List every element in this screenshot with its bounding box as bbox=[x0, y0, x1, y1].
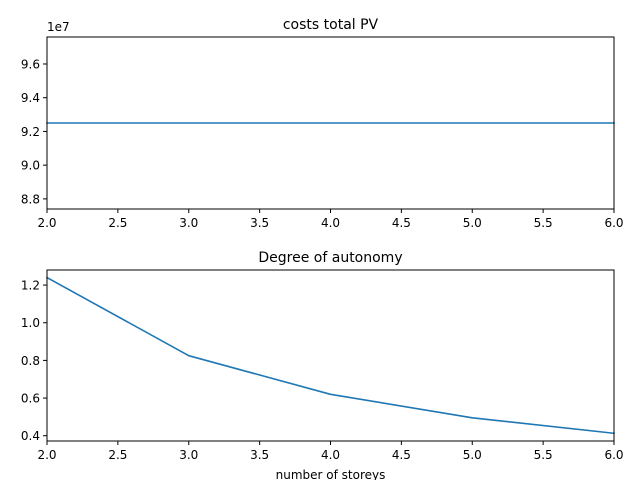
y-offset-label: 1e7 bbox=[47, 20, 70, 34]
y-tick-label: 9.4 bbox=[21, 91, 40, 105]
y-tick-label: 9.0 bbox=[21, 159, 40, 173]
y-tick-label: 0.4 bbox=[21, 429, 40, 443]
x-tick-label: 6.0 bbox=[604, 216, 623, 230]
plot-frame bbox=[46, 269, 615, 442]
subplot-title: costs total PV bbox=[283, 17, 379, 33]
x-tick-label: 2.5 bbox=[108, 216, 127, 230]
x-tick-label: 4.0 bbox=[321, 448, 340, 462]
series-line bbox=[45, 276, 615, 435]
subplot-degree-of-autonomy: Degree of autonomy 2.0 2.5 3.0 3.5 4.0 4.5 5.0… bbox=[21, 250, 624, 480]
x-axis-label: number of storeys bbox=[276, 468, 386, 480]
plot-frame bbox=[46, 36, 615, 210]
x-tick-label: 4.0 bbox=[321, 216, 340, 230]
x-tick-label: 5.5 bbox=[534, 216, 553, 230]
x-tick-label: 3.0 bbox=[179, 448, 198, 462]
x-tick-label: 2.5 bbox=[108, 448, 127, 462]
subplot-costs-total-pv: costs total PV 1e7 2.0 2.5 3.0 3.5 4.0 4.5 5.0… bbox=[21, 17, 624, 230]
y-tick-label: 0.6 bbox=[21, 392, 40, 406]
y-tick-label: 1.2 bbox=[21, 279, 40, 293]
x-tick-label: 5.0 bbox=[463, 216, 482, 230]
x-tick-label: 2.0 bbox=[37, 448, 56, 462]
x-tick-label: 6.0 bbox=[604, 448, 623, 462]
x-tick-label: 5.5 bbox=[534, 448, 553, 462]
y-tick-label: 8.8 bbox=[21, 192, 40, 206]
y-tick-label: 9.6 bbox=[21, 57, 40, 71]
x-tick-label: 3.5 bbox=[250, 216, 269, 230]
y-ticks: 8.8 9.0 9.2 9.4 9.6 bbox=[21, 57, 47, 206]
x-ticks: 2.0 2.5 3.0 3.5 4.0 4.5 5.0 5.5 6.0 bbox=[37, 209, 624, 230]
x-tick-label: 5.0 bbox=[463, 448, 482, 462]
x-tick-label: 3.0 bbox=[179, 216, 198, 230]
subplot-title: Degree of autonomy bbox=[258, 250, 402, 266]
y-ticks: 0.4 0.6 0.8 1.0 1.2 bbox=[21, 279, 47, 443]
x-tick-label: 4.5 bbox=[392, 448, 411, 462]
x-tick-label: 4.5 bbox=[392, 216, 411, 230]
x-tick-label: 3.5 bbox=[250, 448, 269, 462]
x-ticks: 2.0 2.5 3.0 3.5 4.0 4.5 5.0 5.5 6.0 bbox=[37, 441, 624, 462]
y-tick-label: 9.2 bbox=[21, 125, 40, 139]
x-tick-label: 2.0 bbox=[37, 216, 56, 230]
series-group bbox=[45, 276, 615, 435]
y-tick-label: 0.8 bbox=[21, 354, 40, 368]
y-tick-label: 1.0 bbox=[21, 316, 40, 330]
